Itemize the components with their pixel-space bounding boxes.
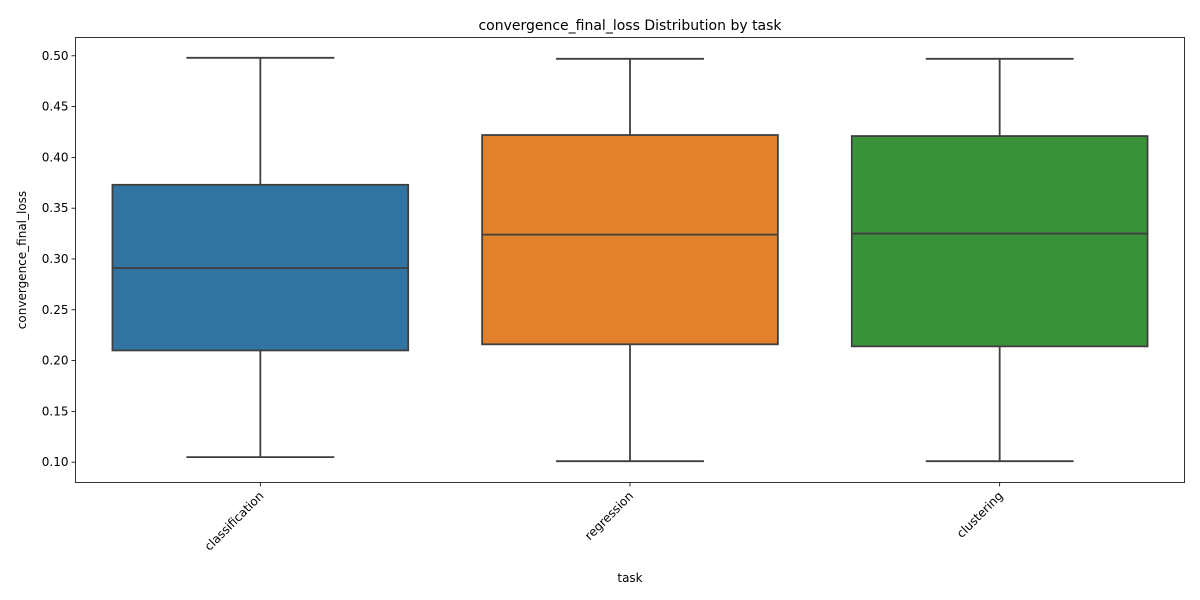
- chart-title: convergence_final_loss Distribution by t…: [478, 18, 782, 34]
- x-tick-label: regression: [582, 489, 636, 543]
- box-regression: [481, 57, 779, 463]
- y-tick-label: 0.40: [42, 150, 69, 164]
- y-tick-label: 0.50: [42, 49, 69, 63]
- y-tick-label: 0.10: [42, 455, 69, 469]
- y-tick-label: 0.15: [42, 404, 69, 418]
- x-tick-label: classification: [202, 489, 267, 554]
- box-classification: [111, 56, 410, 459]
- y-tick-label: 0.45: [42, 100, 69, 114]
- y-axis-label: convergence_final_loss: [15, 191, 29, 329]
- box-clustering: [850, 57, 1149, 463]
- plot-area: [111, 56, 1149, 463]
- y-axis: 0.10 0.15 0.20 0.25 0.30 0.35 0.40 0.45 0.50: [42, 49, 76, 469]
- iqr-box: [850, 135, 1149, 348]
- y-tick-label: 0.30: [42, 252, 69, 266]
- iqr-box: [481, 134, 779, 346]
- y-tick-label: 0.20: [42, 354, 69, 368]
- x-tick-label: clustering: [954, 489, 1006, 541]
- y-tick-label: 0.25: [42, 303, 69, 317]
- x-axis: classification regression clustering: [202, 482, 1006, 554]
- x-axis-label: task: [617, 571, 642, 585]
- y-tick-label: 0.35: [42, 201, 69, 215]
